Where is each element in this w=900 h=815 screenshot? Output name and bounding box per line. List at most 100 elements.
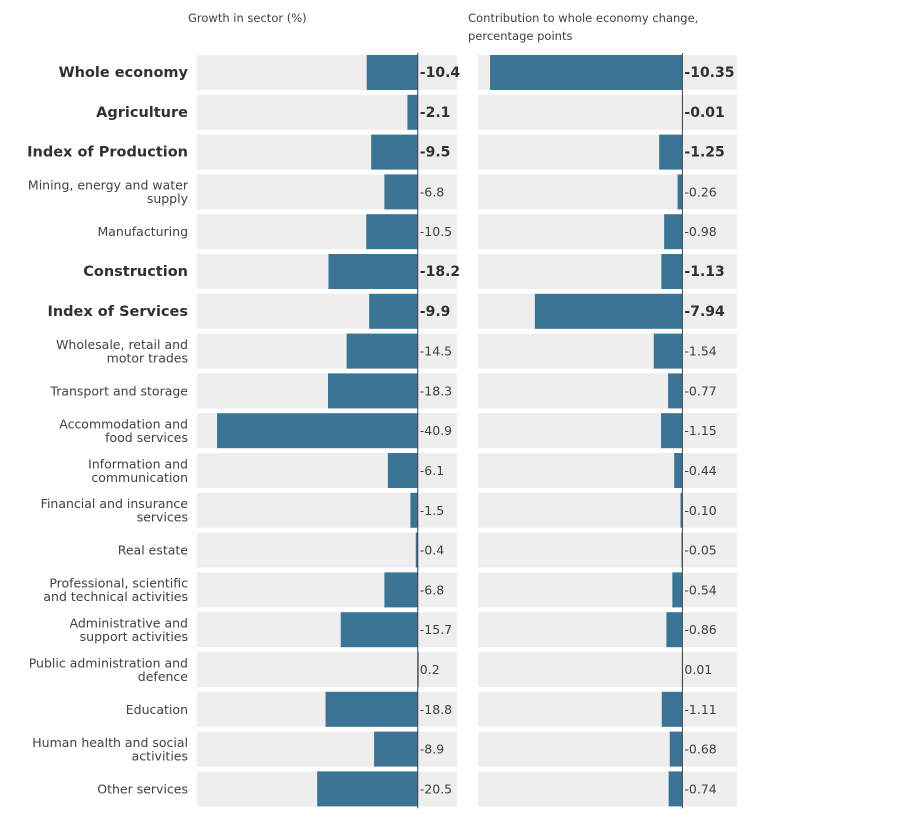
contribution-track [478,731,737,767]
row-label: Information and communication [88,456,188,485]
right-panel-title: Contribution to whole economy change, pe… [468,9,728,45]
left-panel-title: Growth in sector (%) [188,11,307,25]
growth-value-label: -20.5 [420,781,452,796]
growth-value-label: -2.1 [420,105,451,121]
growth-bar [415,532,418,568]
growth-bar [387,453,418,488]
row-label: Financial and insurance services [41,496,189,525]
growth-bar [327,373,418,409]
row-label: Manufacturing [97,224,188,239]
growth-value-label: -9.5 [420,145,451,161]
contribution-value-label: -0.44 [684,463,716,478]
row-label: Real estate [118,543,189,558]
growth-bar [384,572,418,608]
growth-value-label: -1.5 [420,503,444,518]
contribution-track [478,214,737,250]
row-label: Index of Production [27,145,188,161]
contribution-bar [668,373,683,409]
growth-value-label: -6.1 [420,463,444,478]
contribution-bar [661,691,683,727]
growth-value-label: -14.5 [420,344,452,359]
contribution-value-label: -0.01 [684,105,724,121]
row-label: Human health and social activities [32,735,188,764]
growth-value-label: -18.3 [420,383,452,398]
growth-bar [369,293,418,329]
right-panel-title-line-1: Contribution to whole economy change, [468,11,699,25]
row-label: Whole economy [59,65,189,81]
contribution-value-label: -0.05 [684,543,716,558]
growth-value-label: -18.8 [420,702,452,717]
row-label: Administrative and support activities [70,615,188,644]
growth-value-label: -6.8 [420,582,444,597]
contribution-value-label: -0.54 [684,582,716,597]
growth-bar [317,771,418,807]
growth-track [197,652,457,687]
growth-bar [407,94,418,130]
contribution-track [478,174,737,210]
growth-bar [374,731,418,767]
growth-bar [340,612,418,648]
row-label: Wholesale, retail and motor trades [56,337,188,366]
contribution-bar [666,612,683,648]
contribution-track [478,254,737,289]
contribution-bar [674,453,683,488]
growth-value-label: -18.2 [420,264,460,280]
growth-bar [217,413,418,449]
contribution-bar [680,492,683,528]
right-panel-title-line-2: percentage points [468,29,573,43]
contribution-bar [668,771,683,807]
contribution-value-label: -0.68 [684,742,716,757]
contribution-value-label: 0.01 [684,662,712,677]
contribution-value-label: -1.13 [684,264,724,280]
contribution-bar [659,134,683,170]
contribution-value-label: -0.77 [684,383,716,398]
contribution-track [478,333,737,369]
growth-bar [371,134,418,170]
row-label: Construction [83,264,188,280]
contribution-bar [490,55,683,90]
contribution-track [478,134,737,170]
growth-value-label: -8.9 [420,742,444,757]
contribution-track [478,373,737,409]
growth-bar [325,691,418,727]
contribution-track [478,532,737,568]
growth-value-label: 0.2 [420,662,440,677]
growth-bar [328,254,418,289]
growth-value-label: -40.9 [420,423,452,438]
growth-value-label: -10.5 [420,224,452,239]
contribution-value-label: -0.26 [684,184,716,199]
growth-value-label: -6.8 [420,184,444,199]
row-label: Mining, energy and water supply [28,178,189,207]
contribution-bar [661,254,683,289]
growth-value-label: -9.9 [420,304,451,320]
contribution-bar [534,293,683,329]
contribution-bar [677,174,683,210]
row-label: Index of Services [47,304,188,320]
contribution-bar [669,731,683,767]
growth-track [197,532,457,568]
contribution-value-label: -1.54 [684,344,716,359]
contribution-value-label: -7.94 [684,304,725,320]
growth-value-label: -15.7 [420,622,452,637]
contribution-value-label: -0.86 [684,622,716,637]
contribution-track [478,453,737,488]
contribution-track [478,612,737,648]
row-label: Agriculture [96,105,188,121]
contribution-value-label: -0.74 [684,781,716,796]
contribution-value-label: -1.15 [684,423,716,438]
contribution-bar [661,413,683,449]
contribution-bar [664,214,683,250]
contribution-track [478,572,737,608]
contribution-bar [672,572,683,608]
growth-value-label: -0.4 [420,543,444,558]
contribution-track [478,771,737,807]
growth-bar [384,174,418,210]
contribution-value-label: -1.25 [684,145,724,161]
contribution-track [478,691,737,727]
row-label: Transport and storage [49,383,188,398]
contribution-value-label: -0.10 [684,503,716,518]
contribution-track [478,413,737,449]
contribution-bar [653,333,683,369]
row-label: Public administration and defence [29,655,189,684]
